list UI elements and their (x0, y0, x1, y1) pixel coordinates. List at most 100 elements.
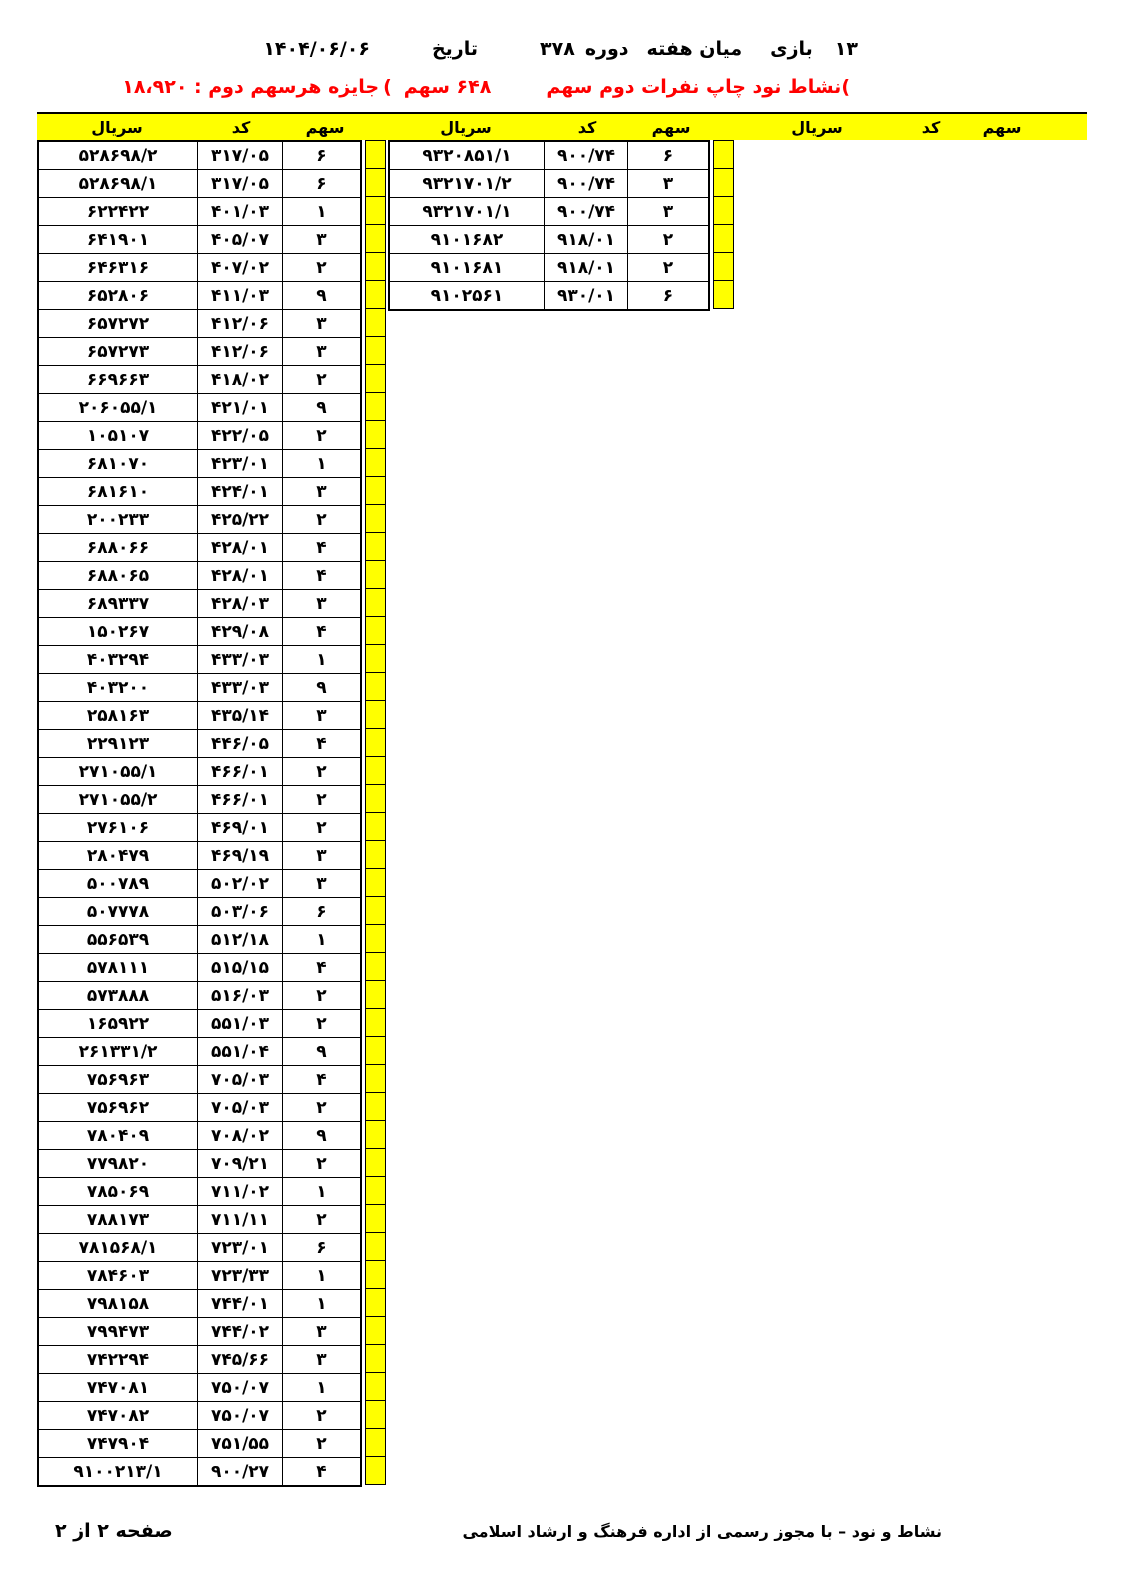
separator-row (365, 336, 386, 365)
separator-cell (365, 1232, 386, 1261)
share-cell: ۹ (282, 1037, 362, 1066)
separator-cell (365, 1344, 386, 1373)
separator-row (365, 756, 386, 785)
code-cell: ۴۲۹/۰۸ (197, 617, 283, 646)
subtitle-text: نشاط نود چاپ نفرات دوم سهم (546, 76, 842, 98)
table-row: ۶۸۱۶۱۰ ۴۲۴/۰۱ ۳ (37, 477, 362, 506)
separator-row (365, 364, 386, 393)
share-cell: ۹ (282, 393, 362, 422)
share-cell: ۴ (282, 1065, 362, 1094)
share-cell: ۶ (282, 140, 362, 170)
table-row: ۷۸۰۴۰۹ ۷۰۸/۰۲ ۹ (37, 1121, 362, 1150)
separator-row (365, 672, 386, 701)
table-row: ۶۵۷۲۷۳ ۴۱۲/۰۶ ۳ (37, 337, 362, 366)
share-cell: ۲ (282, 365, 362, 394)
separator-cell (713, 196, 734, 225)
open-paren: ( (841, 76, 850, 98)
table-row: ۶۸۸۰۶۵ ۴۲۸/۰۱ ۴ (37, 561, 362, 590)
code-cell: ۴۲۴/۰۱ (197, 477, 283, 506)
table-row: ۶۲۲۴۲۲ ۴۰۱/۰۳ ۱ (37, 197, 362, 226)
code-cell: ۷۴۴/۰۱ (197, 1289, 283, 1318)
midweek-label: میان هفته (646, 38, 743, 60)
code-cell: ۵۰۲/۰۲ (197, 869, 283, 898)
table-row: ۷۹۸۱۵۸ ۷۴۴/۰۱ ۱ (37, 1289, 362, 1318)
serial-cell: ۵۲۸۶۹۸/۲ (37, 140, 198, 170)
separator-row (365, 644, 386, 673)
separator-cell (365, 1428, 386, 1457)
col-serial-middle: سریال (440, 118, 492, 137)
separator-row (365, 1428, 386, 1457)
code-cell: ۴۰۵/۰۷ (197, 225, 283, 254)
table-row: ۲۰۰۲۳۳ ۴۲۵/۲۲ ۲ (37, 505, 362, 534)
separator-cell (365, 1204, 386, 1233)
separator-cell (365, 784, 386, 813)
separator-row (365, 1092, 386, 1121)
share-cell: ۲ (282, 1149, 362, 1178)
code-cell: ۴۲۱/۰۱ (197, 393, 283, 422)
serial-cell: ۶۵۷۲۷۳ (37, 337, 198, 366)
serial-cell: ۷۹۸۱۵۸ (37, 1289, 198, 1318)
date-label: تاریخ (431, 38, 479, 60)
separator-cell (713, 280, 734, 309)
separator-row (365, 616, 386, 645)
subtitle-row: ( نشاط نود چاپ نفرات دوم سهم ۶۴۸ سهم ( ج… (122, 76, 850, 98)
share-cell: ۲ (627, 253, 710, 282)
serial-cell: ۶۲۲۴۲۲ (37, 197, 198, 226)
separator-row (713, 196, 734, 225)
table-row: ۷۵۶۹۶۲ ۷۰۵/۰۳ ۲ (37, 1093, 362, 1122)
separator-row (365, 1036, 386, 1065)
table-row: ۱۵۰۲۶۷ ۴۲۹/۰۸ ۴ (37, 617, 362, 646)
separator-row (365, 1316, 386, 1345)
table-row: ۲۲۹۱۲۳ ۴۴۶/۰۵ ۴ (37, 729, 362, 758)
yellow-strip-middle (713, 140, 734, 309)
share-cell: ۳ (282, 869, 362, 898)
table-row: ۶۶۹۶۶۳ ۴۱۸/۰۲ ۲ (37, 365, 362, 394)
date-value: ۱۴۰۴/۰۶/۰۶ (263, 38, 370, 60)
code-cell: ۷۵۱/۵۵ (197, 1429, 283, 1458)
share-cell: ۲ (282, 421, 362, 450)
share-cell: ۴ (282, 729, 362, 758)
separator-cell (365, 1036, 386, 1065)
share-cell: ۱ (282, 925, 362, 954)
code-cell: ۷۴۴/۰۲ (197, 1317, 283, 1346)
code-cell: ۵۰۳/۰۶ (197, 897, 283, 926)
serial-cell: ۵۷۸۱۱۱ (37, 953, 198, 982)
code-cell: ۷۰۵/۰۳ (197, 1065, 283, 1094)
separator-cell (365, 560, 386, 589)
game-count: ۱۳ (834, 38, 858, 60)
serial-cell: ۲۸۰۴۷۹ (37, 841, 198, 870)
serial-cell: ۵۰۷۷۷۸ (37, 897, 198, 926)
license-text: نشاط و نود – با مجوز رسمی از اداره فرهنگ… (462, 1522, 942, 1541)
separator-cell (365, 1456, 386, 1485)
table-row: ۱۶۵۹۲۲ ۵۵۱/۰۳ ۲ (37, 1009, 362, 1038)
code-cell: ۷۰۹/۲۱ (197, 1149, 283, 1178)
serial-cell: ۶۵۲۸۰۶ (37, 281, 198, 310)
separator-row (365, 1288, 386, 1317)
table-row: ۷۹۹۴۷۳ ۷۴۴/۰۲ ۳ (37, 1317, 362, 1346)
serial-cell: ۲۶۱۳۳۱/۲ (37, 1037, 198, 1066)
prize-paren: ( (383, 76, 392, 98)
code-cell: ۷۰۵/۰۳ (197, 1093, 283, 1122)
separator-row (365, 1232, 386, 1261)
serial-cell: ۷۸۴۶۰۳ (37, 1261, 198, 1290)
code-cell: ۴۱۲/۰۶ (197, 337, 283, 366)
serial-cell: ۲۰۶۰۵۵/۱ (37, 393, 198, 422)
yellow-strip-left (365, 140, 386, 1485)
share-cell: ۴ (282, 533, 362, 562)
serial-cell: ۹۱۰۰۲۱۳/۱ (37, 1457, 198, 1487)
share-cell: ۱ (282, 197, 362, 226)
code-cell: ۴۱۲/۰۶ (197, 309, 283, 338)
separator-cell (365, 1092, 386, 1121)
table-row: ۹۱۰۱۶۸۱ ۹۱۸/۰۱ ۲ (388, 253, 710, 282)
separator-row (365, 980, 386, 1009)
separator-row (365, 868, 386, 897)
table-row: ۵۷۸۱۱۱ ۵۱۵/۱۵ ۴ (37, 953, 362, 982)
separator-row (365, 392, 386, 421)
code-cell: ۴۶۹/۰۱ (197, 813, 283, 842)
separator-cell (365, 1260, 386, 1289)
code-cell: ۴۶۶/۰۱ (197, 785, 283, 814)
table-row: ۹۳۲۱۷۰۱/۱ ۹۰۰/۷۴ ۳ (388, 197, 710, 226)
table-row: ۷۴۲۲۹۴ ۷۴۵/۶۶ ۳ (37, 1345, 362, 1374)
separator-row (365, 476, 386, 505)
serial-cell: ۷۸۰۴۰۹ (37, 1121, 198, 1150)
